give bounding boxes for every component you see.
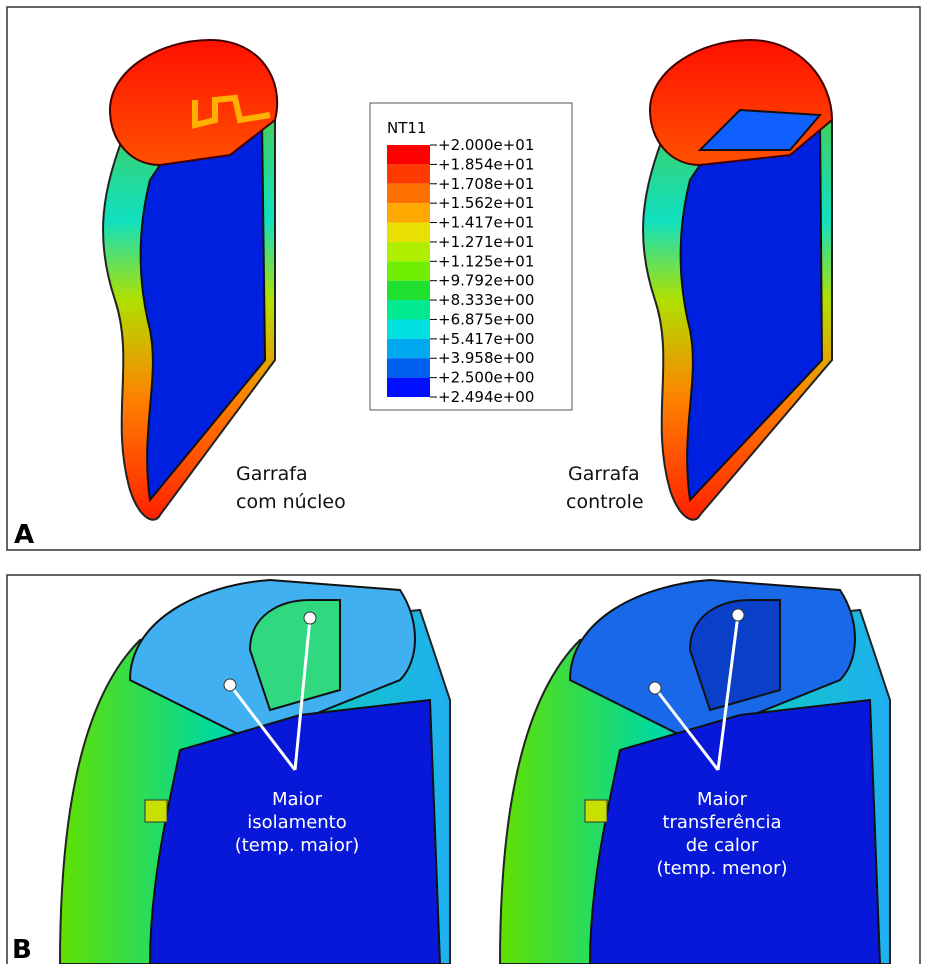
legend-swatch <box>387 222 430 242</box>
clip <box>144 799 168 823</box>
legend-label: +5.417e+00 <box>438 330 534 348</box>
clip <box>584 799 608 823</box>
legend-swatch <box>387 300 430 320</box>
legend-swatch <box>387 164 430 184</box>
legend-label: +2.494e+00 <box>438 388 534 406</box>
legend-label: +2.500e+00 <box>438 369 534 387</box>
annotation: isolamento <box>247 812 347 833</box>
legend-swatch <box>387 358 430 378</box>
zoom-core <box>58 578 451 964</box>
legend-title: NT11 <box>387 119 426 137</box>
caption: Garrafa <box>568 463 640 485</box>
legend-swatch <box>387 377 430 397</box>
legend-label: +1.417e+01 <box>438 214 534 232</box>
annotation: (temp. maior) <box>235 835 360 856</box>
legend-label: +6.875e+00 <box>438 310 534 328</box>
legend-swatch <box>387 203 430 223</box>
caption: controle <box>566 491 644 513</box>
annotation: transferência <box>662 812 781 833</box>
annotation: Maior <box>272 789 323 810</box>
bottle-control <box>642 38 834 521</box>
legend-swatch <box>387 338 430 359</box>
annotation: de calor <box>686 835 759 856</box>
bottle-core <box>102 38 279 521</box>
legend-label: +1.125e+01 <box>438 252 534 270</box>
legend-swatch <box>387 261 430 281</box>
annotation: Maior <box>697 789 748 810</box>
zoom-control <box>498 578 891 964</box>
legend-swatch <box>387 145 430 165</box>
legend-label: +1.708e+01 <box>438 175 534 193</box>
caption: com núcleo <box>236 491 346 513</box>
legend-swatch <box>387 183 430 204</box>
legend-swatch <box>387 280 430 301</box>
legend-label: +2.000e+01 <box>438 136 534 154</box>
legend-label: +1.271e+01 <box>438 233 534 251</box>
caption: Garrafa <box>236 463 308 485</box>
annotation: (temp. menor) <box>656 858 787 879</box>
legend-swatch <box>387 319 430 339</box>
legend-label: +9.792e+00 <box>438 272 534 290</box>
legend: NT11 +2.000e+01+1.854e+01 +1.708e+01+1.56… <box>369 102 573 411</box>
legend-label: +8.333e+00 <box>438 291 534 309</box>
panel-label: A <box>14 520 34 550</box>
legend-swatch <box>387 241 430 262</box>
panel-label: B <box>12 935 32 964</box>
legend-label: +3.958e+00 <box>438 349 534 367</box>
legend-label: +1.854e+01 <box>438 155 534 173</box>
legend-label: +1.562e+01 <box>438 194 534 212</box>
